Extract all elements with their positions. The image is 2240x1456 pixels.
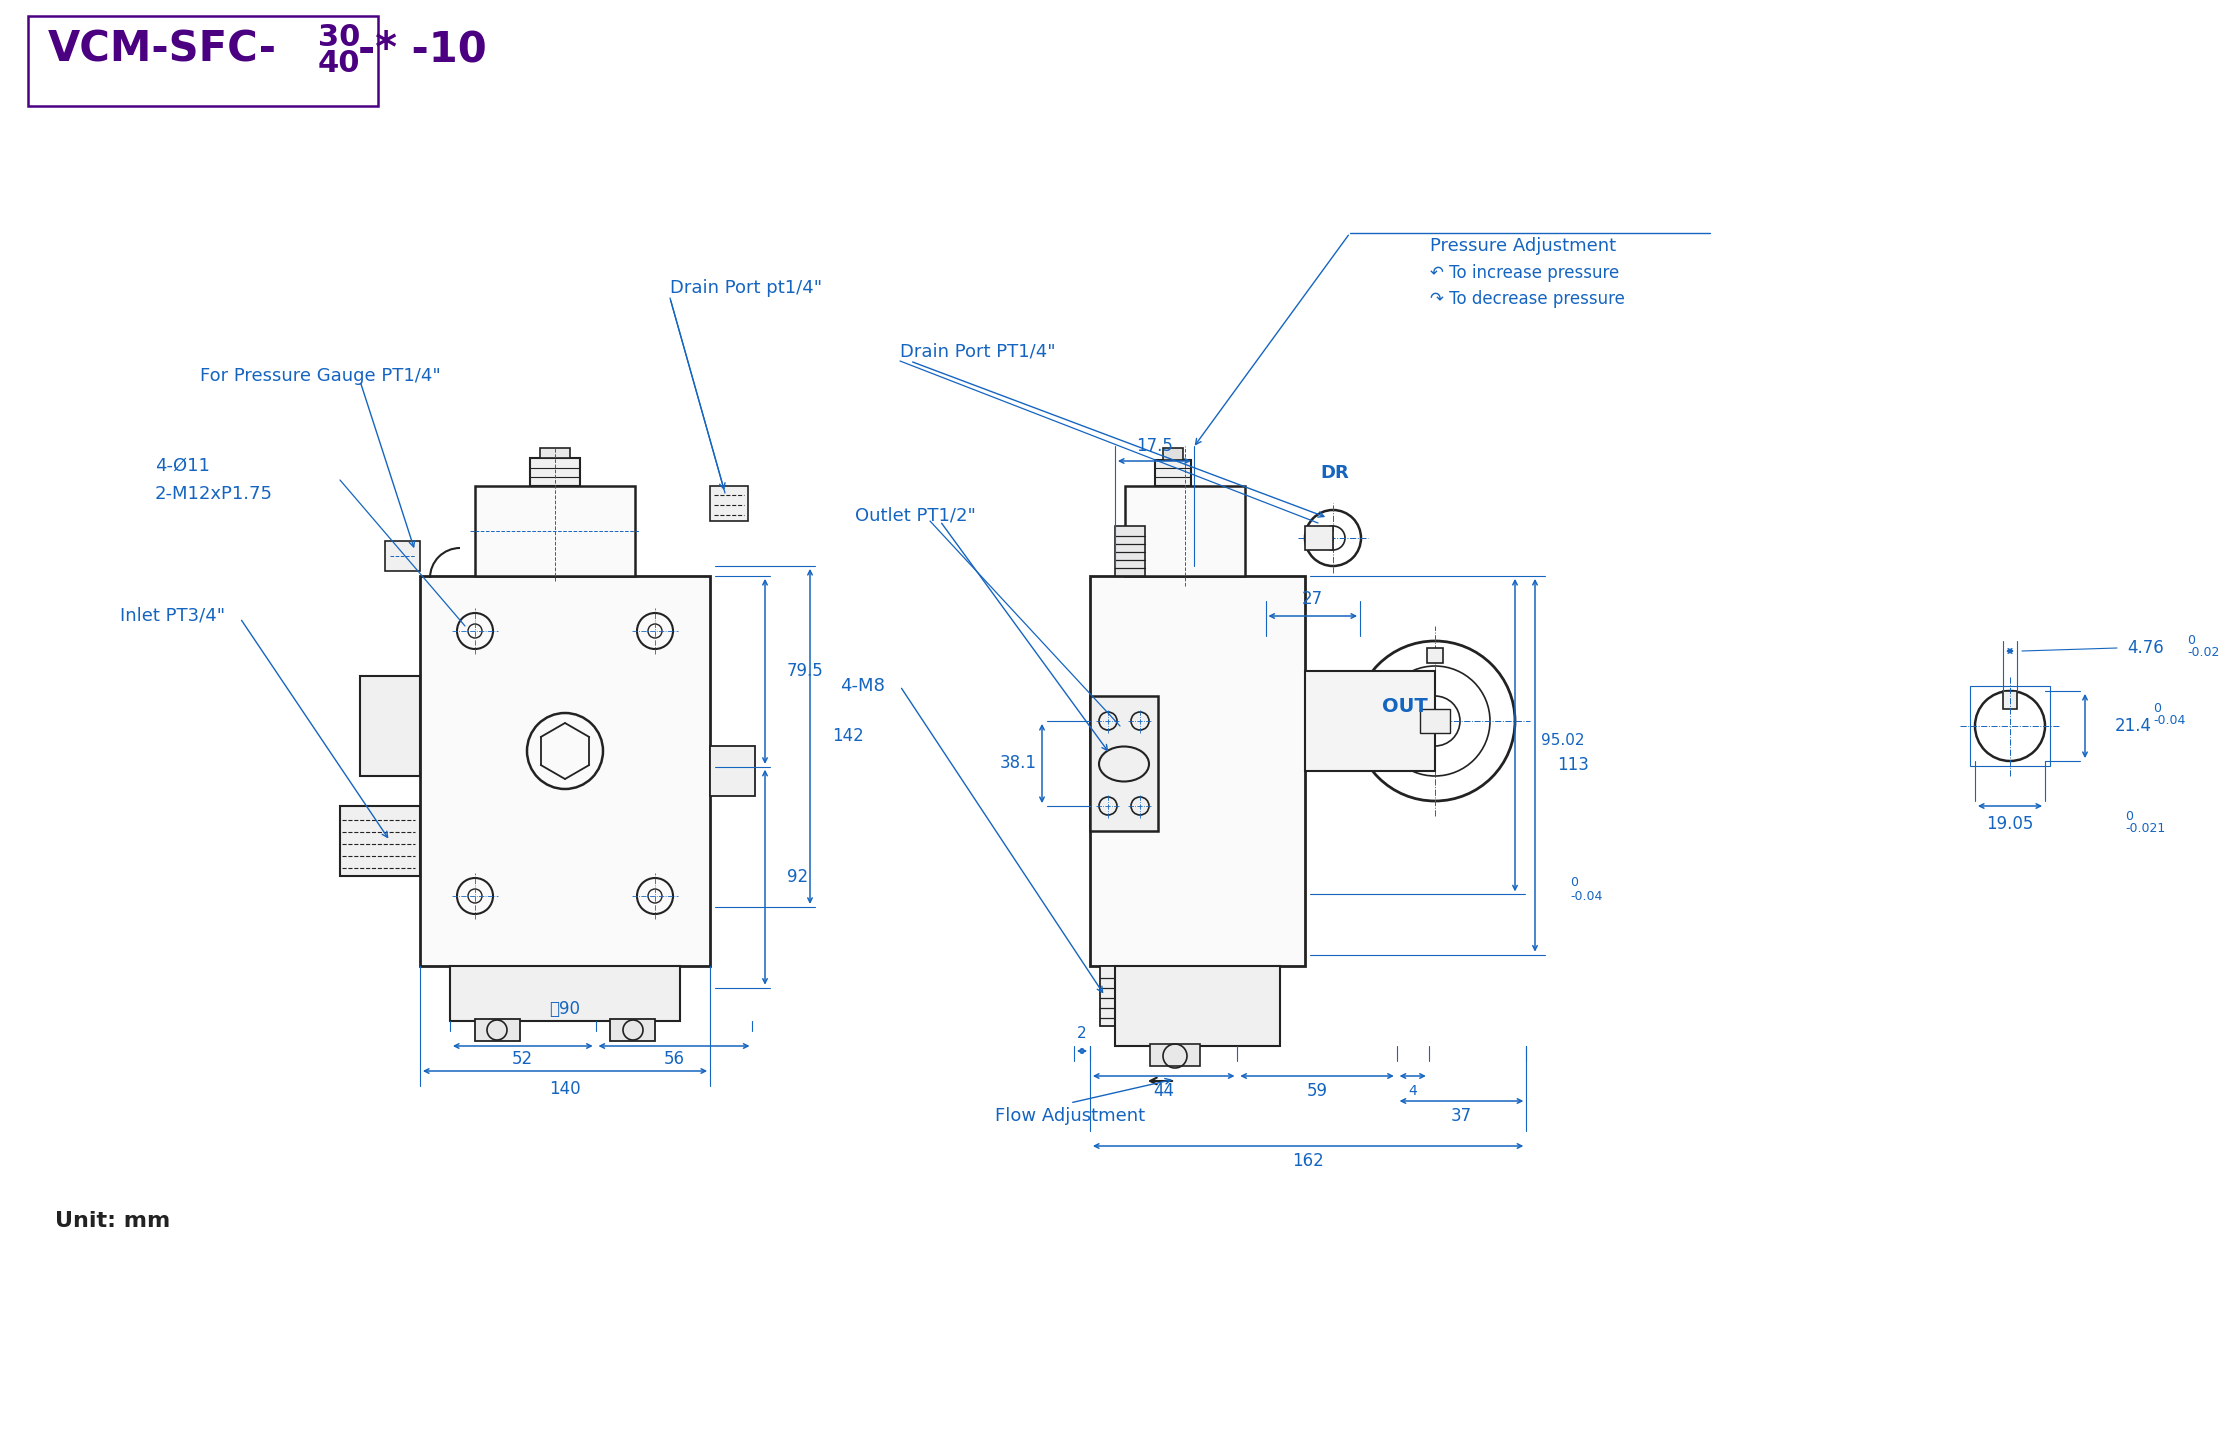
Text: 4: 4: [1409, 1085, 1418, 1098]
Text: 2: 2: [1077, 1025, 1086, 1041]
Text: 19.05: 19.05: [1987, 815, 2034, 833]
Text: -0.02: -0.02: [2186, 646, 2220, 660]
Text: 140: 140: [549, 1080, 580, 1098]
Bar: [540, 448, 569, 459]
Bar: [340, 807, 421, 877]
Text: 162: 162: [1292, 1152, 1324, 1171]
Bar: [609, 1019, 654, 1041]
Text: 38.1: 38.1: [999, 754, 1037, 773]
Text: Flow Adjustment: Flow Adjustment: [995, 1107, 1145, 1125]
Bar: [2003, 692, 2016, 709]
Text: 0: 0: [1570, 877, 1577, 888]
Text: ↶ To increase pressure: ↶ To increase pressure: [1429, 264, 1620, 282]
Text: -0.021: -0.021: [2126, 821, 2166, 834]
Text: OUT: OUT: [1382, 696, 1427, 715]
Text: 92: 92: [786, 868, 809, 887]
Bar: [1306, 671, 1436, 772]
Bar: [531, 459, 580, 486]
Bar: [1091, 696, 1158, 831]
Text: 0: 0: [2126, 810, 2132, 823]
Text: 79.5: 79.5: [786, 662, 824, 680]
Bar: [475, 486, 634, 577]
Bar: [1427, 648, 1443, 662]
Text: DR: DR: [1322, 464, 1348, 482]
Bar: [421, 577, 710, 965]
Text: 30: 30: [318, 23, 361, 52]
Text: 2-M12xP1.75: 2-M12xP1.75: [155, 485, 273, 502]
Text: Pressure Adjustment: Pressure Adjustment: [1429, 237, 1615, 255]
Bar: [385, 542, 421, 571]
Text: 44: 44: [1154, 1082, 1174, 1099]
Bar: [1116, 526, 1145, 577]
Bar: [1149, 1044, 1201, 1066]
Text: ↷ To decrease pressure: ↷ To decrease pressure: [1429, 290, 1624, 309]
Text: 90: 90: [549, 1000, 580, 1018]
Text: 4-Ø11: 4-Ø11: [155, 457, 211, 475]
Text: 56: 56: [663, 1050, 685, 1069]
Text: For Pressure Gauge PT1/4": For Pressure Gauge PT1/4": [199, 367, 441, 384]
Bar: [27, 16, 379, 106]
Text: 113: 113: [1557, 756, 1588, 775]
Text: 95.02: 95.02: [1541, 732, 1584, 748]
Text: 17.5: 17.5: [1136, 437, 1174, 454]
Text: 27: 27: [1301, 590, 1324, 609]
Text: 142: 142: [831, 728, 865, 745]
Bar: [1100, 965, 1147, 1026]
Bar: [1116, 965, 1279, 1045]
Bar: [1306, 526, 1333, 550]
Bar: [475, 1019, 520, 1041]
Text: -* -10: -* -10: [358, 29, 486, 71]
Text: 59: 59: [1306, 1082, 1328, 1099]
Bar: [1124, 486, 1245, 577]
Text: 4-M8: 4-M8: [840, 677, 885, 695]
Bar: [710, 486, 748, 521]
Text: VCM-SFC-: VCM-SFC-: [47, 29, 278, 71]
Text: 0: 0: [2186, 635, 2195, 648]
Text: -0.04: -0.04: [1570, 890, 1602, 903]
Text: Outlet PT1/2": Outlet PT1/2": [856, 507, 977, 526]
Bar: [710, 745, 755, 796]
Text: Drain Port pt1/4": Drain Port pt1/4": [670, 280, 822, 297]
Text: Drain Port PT1/4": Drain Port PT1/4": [900, 342, 1055, 360]
Text: 0: 0: [2153, 702, 2162, 715]
Text: 37: 37: [1452, 1107, 1472, 1125]
Bar: [450, 965, 681, 1021]
Bar: [1163, 448, 1183, 460]
Bar: [1420, 709, 1449, 732]
Text: Unit: mm: Unit: mm: [56, 1211, 170, 1230]
Text: 21.4: 21.4: [2115, 716, 2153, 735]
Text: 52: 52: [513, 1050, 533, 1069]
Bar: [1156, 460, 1192, 486]
Text: -0.04: -0.04: [2153, 713, 2186, 727]
Text: 40: 40: [318, 50, 361, 79]
Text: 4.76: 4.76: [2128, 639, 2164, 657]
Bar: [1969, 686, 2050, 766]
Bar: [361, 676, 421, 776]
Bar: [1091, 577, 1306, 965]
Text: Inlet PT3/4": Inlet PT3/4": [121, 607, 226, 625]
